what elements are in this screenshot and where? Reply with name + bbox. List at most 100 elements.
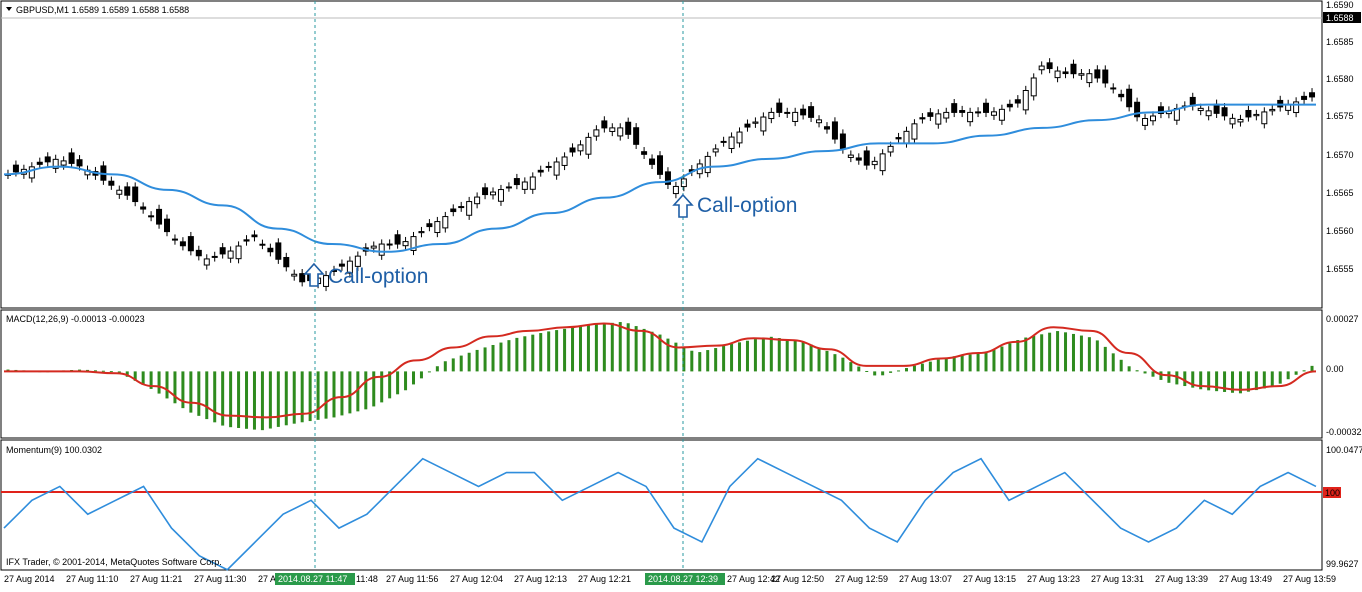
- candle-body: [744, 123, 751, 128]
- price-y-axis: 1.6590 1.6585 1.6580 1.6575 1.6570 1.656…: [1326, 0, 1354, 274]
- histogram-bar: [332, 371, 336, 418]
- candle-body: [68, 152, 75, 164]
- candle-body: [1046, 62, 1053, 70]
- candle-body: [195, 249, 202, 257]
- momentum-level-tag: [1323, 487, 1341, 498]
- candle-body: [1110, 87, 1117, 90]
- candle-body: [1229, 117, 1236, 125]
- candle-body: [768, 111, 775, 120]
- histogram-bar: [1079, 335, 1083, 372]
- histogram-bar: [165, 371, 169, 399]
- price-tick: 1.6555: [1326, 264, 1354, 274]
- histogram-bar: [1056, 331, 1060, 372]
- histogram-bar: [1270, 371, 1274, 387]
- candle-body: [728, 136, 735, 149]
- price-tick: 1.6580: [1326, 74, 1354, 84]
- histogram-bar: [889, 371, 893, 373]
- histogram-bar: [1302, 370, 1306, 372]
- time-label: 27 Aug 11:21: [130, 574, 182, 584]
- time-label: 27 Aug 11:56: [386, 574, 438, 584]
- candle-body: [60, 160, 67, 166]
- copyright-text: IFX Trader, © 2001-2014, MetaQuotes Soft…: [6, 557, 222, 567]
- candle-body: [887, 145, 894, 153]
- histogram-bar: [626, 323, 630, 372]
- candle-body: [1014, 99, 1021, 104]
- histogram-bar: [897, 370, 901, 372]
- histogram-bar: [1016, 340, 1020, 372]
- call-option-annotation: Call-option: [672, 193, 797, 218]
- candle-body: [601, 120, 608, 129]
- moving-average-line: [3, 103, 1317, 253]
- histogram-bar: [912, 365, 916, 372]
- candle-body: [490, 191, 497, 196]
- candle-body: [553, 161, 560, 176]
- histogram-bar: [213, 371, 217, 423]
- momentum-y-axis: 100.0477 100 99.9627: [1323, 445, 1362, 569]
- candle-body: [1309, 92, 1316, 98]
- current-price-value: 1.6588: [1326, 13, 1354, 23]
- candle-body: [657, 155, 663, 175]
- candle-body: [736, 131, 743, 144]
- price-panel[interactable]: [0, 0, 1323, 309]
- candle-body: [998, 108, 1005, 121]
- candle-body: [704, 155, 711, 174]
- candle-body: [529, 176, 536, 190]
- candle-body: [823, 126, 830, 130]
- histogram-bar: [1064, 332, 1068, 372]
- time-label: 27 Aug 13:39: [1155, 574, 1208, 584]
- candle-body: [784, 111, 791, 114]
- candle-body: [1030, 77, 1037, 97]
- histogram-bar: [1159, 371, 1163, 380]
- histogram-bar: [1024, 337, 1028, 372]
- candle-body: [1142, 118, 1149, 126]
- histogram-bar: [507, 340, 511, 372]
- candle-body: [124, 186, 131, 196]
- candle-body: [482, 187, 489, 196]
- candle-body: [211, 255, 218, 258]
- histogram-bar: [221, 371, 225, 426]
- histogram-bar: [205, 371, 209, 420]
- histogram-bar: [817, 347, 821, 372]
- histogram-bar: [443, 361, 447, 372]
- candle-body: [919, 117, 926, 120]
- histogram-bar: [197, 371, 201, 416]
- histogram-bar: [268, 371, 272, 429]
- histogram-bar: [435, 366, 439, 372]
- momentum-panel[interactable]: [0, 439, 1323, 571]
- histogram-bar: [181, 371, 185, 409]
- candle-body: [577, 144, 584, 152]
- candle-body: [983, 102, 990, 113]
- cursor-time-label: 2014.08.27 11:47: [278, 574, 347, 584]
- histogram-bar: [753, 339, 757, 372]
- histogram-bar: [984, 352, 988, 372]
- candle-body: [474, 196, 481, 205]
- candle-body: [410, 236, 417, 251]
- histogram-bar: [404, 371, 408, 391]
- histogram-bar: [1294, 371, 1298, 375]
- histogram-bar: [356, 371, 360, 412]
- candle-body: [959, 110, 966, 113]
- price-tick: 1.6575: [1326, 111, 1354, 121]
- candle-body: [36, 161, 43, 165]
- histogram-bar: [1183, 371, 1187, 387]
- candle-body: [839, 133, 846, 150]
- candle-body: [1261, 111, 1268, 125]
- candle-body: [585, 136, 592, 155]
- dropdown-icon[interactable]: [6, 7, 12, 11]
- candle-body: [346, 260, 353, 274]
- price-tick: 1.6585: [1326, 37, 1354, 47]
- time-label: 27 Aug 13:59: [1283, 574, 1336, 584]
- candle-body: [545, 165, 552, 168]
- histogram-bar: [610, 322, 614, 372]
- candle-body: [179, 241, 186, 247]
- macd-histogram: [6, 322, 1314, 431]
- histogram-bar: [730, 344, 734, 372]
- histogram-bar: [578, 326, 582, 372]
- candle-body: [227, 250, 234, 259]
- histogram-bar: [427, 371, 431, 373]
- histogram-bar: [173, 371, 177, 404]
- cursor-time-tag: [275, 573, 355, 585]
- candle-body: [680, 178, 687, 188]
- histogram-bar: [372, 371, 376, 407]
